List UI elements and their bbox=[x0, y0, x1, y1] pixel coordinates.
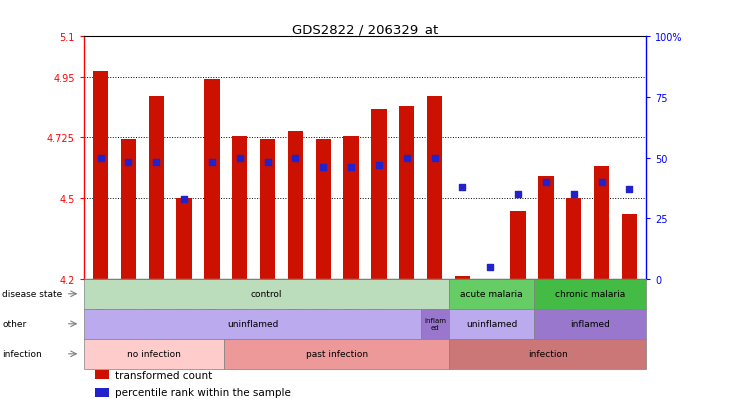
Point bbox=[373, 162, 385, 169]
Bar bbox=[170, 37, 198, 279]
Point bbox=[540, 179, 552, 185]
Point bbox=[512, 191, 524, 198]
Bar bbox=[310, 37, 337, 279]
Bar bbox=[232, 137, 247, 279]
Text: past infection: past infection bbox=[306, 349, 368, 358]
Text: inflamed: inflamed bbox=[570, 320, 610, 328]
Text: percentile rank within the sample: percentile rank within the sample bbox=[115, 387, 291, 397]
Point bbox=[345, 164, 357, 171]
Bar bbox=[372, 110, 387, 279]
Bar bbox=[198, 37, 226, 279]
Text: no infection: no infection bbox=[127, 349, 181, 358]
Text: disease state: disease state bbox=[2, 290, 63, 299]
Bar bbox=[282, 37, 310, 279]
Text: acute malaria: acute malaria bbox=[460, 290, 523, 299]
Point bbox=[234, 155, 245, 161]
Title: GDS2822 / 206329_at: GDS2822 / 206329_at bbox=[292, 23, 438, 36]
Bar bbox=[449, 339, 646, 369]
Bar bbox=[87, 37, 115, 279]
Bar bbox=[622, 215, 637, 279]
Point bbox=[596, 179, 607, 185]
Bar bbox=[260, 139, 275, 279]
Point bbox=[318, 164, 329, 171]
Bar bbox=[504, 37, 532, 279]
Bar bbox=[254, 37, 282, 279]
Bar bbox=[538, 177, 553, 279]
Point bbox=[262, 160, 274, 166]
Bar bbox=[455, 276, 470, 279]
Text: chronic malaria: chronic malaria bbox=[555, 290, 625, 299]
Bar bbox=[95, 370, 110, 380]
Bar bbox=[337, 37, 365, 279]
Bar bbox=[449, 279, 534, 309]
Point bbox=[485, 263, 496, 270]
Bar bbox=[594, 166, 609, 279]
Bar bbox=[84, 339, 224, 369]
Bar bbox=[510, 212, 526, 279]
Bar bbox=[534, 279, 646, 309]
Bar bbox=[204, 80, 220, 279]
Bar bbox=[448, 37, 476, 279]
Bar bbox=[588, 37, 615, 279]
Bar bbox=[532, 37, 560, 279]
Bar bbox=[115, 37, 142, 279]
Bar bbox=[476, 37, 504, 279]
Bar bbox=[84, 279, 449, 309]
Bar bbox=[343, 137, 358, 279]
Point bbox=[429, 155, 440, 161]
Text: other: other bbox=[2, 320, 26, 328]
Bar bbox=[142, 37, 170, 279]
Point bbox=[290, 155, 301, 161]
Bar bbox=[560, 37, 588, 279]
Text: inflam
ed: inflam ed bbox=[424, 318, 446, 330]
Bar bbox=[177, 198, 192, 279]
Point bbox=[150, 160, 162, 166]
Bar bbox=[420, 37, 448, 279]
Bar bbox=[393, 37, 420, 279]
Bar bbox=[365, 37, 393, 279]
Bar bbox=[427, 96, 442, 279]
Bar bbox=[566, 198, 581, 279]
Bar bbox=[615, 37, 643, 279]
Bar bbox=[399, 107, 415, 279]
Text: infection: infection bbox=[528, 349, 567, 358]
Text: transformed count: transformed count bbox=[115, 370, 212, 380]
Point bbox=[401, 155, 412, 161]
Bar bbox=[315, 139, 331, 279]
Bar bbox=[84, 309, 421, 339]
Text: infection: infection bbox=[2, 349, 42, 358]
Point bbox=[95, 155, 107, 161]
Bar bbox=[93, 72, 108, 279]
Bar bbox=[449, 309, 534, 339]
Point bbox=[178, 196, 190, 202]
Bar bbox=[149, 96, 164, 279]
Point bbox=[206, 160, 218, 166]
Point bbox=[456, 184, 468, 190]
Bar bbox=[421, 309, 450, 339]
Text: uninflamed: uninflamed bbox=[227, 320, 278, 328]
Bar bbox=[226, 37, 254, 279]
Bar bbox=[95, 388, 110, 397]
Point bbox=[568, 191, 580, 198]
Text: uninflamed: uninflamed bbox=[466, 320, 517, 328]
Bar bbox=[288, 131, 303, 279]
Text: control: control bbox=[251, 290, 283, 299]
Point bbox=[123, 160, 134, 166]
Point bbox=[623, 186, 635, 193]
Bar bbox=[224, 339, 449, 369]
Bar bbox=[534, 309, 646, 339]
Bar bbox=[121, 139, 136, 279]
